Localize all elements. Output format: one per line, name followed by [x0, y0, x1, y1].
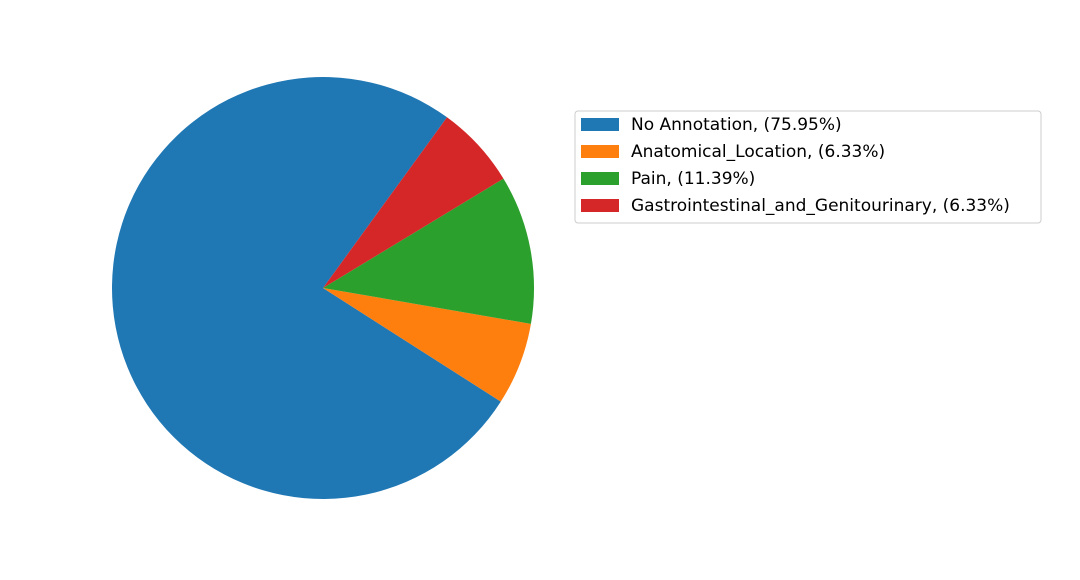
legend-swatch-gastrointestinal-and-genitourinary [581, 199, 619, 212]
legend: No Annotation, (75.95%) Anatomical_Locati… [574, 110, 1042, 224]
legend-swatch-anatomical-location [581, 145, 619, 158]
legend-swatch-pain [581, 172, 619, 185]
legend-label-pain: Pain, (11.39%) [631, 169, 755, 189]
pie-slices [112, 77, 535, 500]
legend-swatch-no-annotation [581, 118, 619, 131]
legend-frame [574, 110, 1042, 224]
legend-label-gastrointestinal-and-genitourinary: Gastrointestinal_and_Genitourinary, (6.3… [631, 196, 1010, 216]
pie-slice-pain [323, 178, 535, 324]
pie-slice-anatomical-location [323, 288, 531, 402]
legend-entries: No Annotation, (75.95%) Anatomical_Locati… [581, 115, 1010, 216]
legend-label-no-annotation: No Annotation, (75.95%) [631, 115, 842, 135]
pie-slice-no-annotation [112, 77, 501, 500]
legend-label-anatomical-location: Anatomical_Location, (6.33%) [631, 142, 885, 162]
pie-slice-gastrointestinal-and-genitourinary [323, 117, 504, 288]
